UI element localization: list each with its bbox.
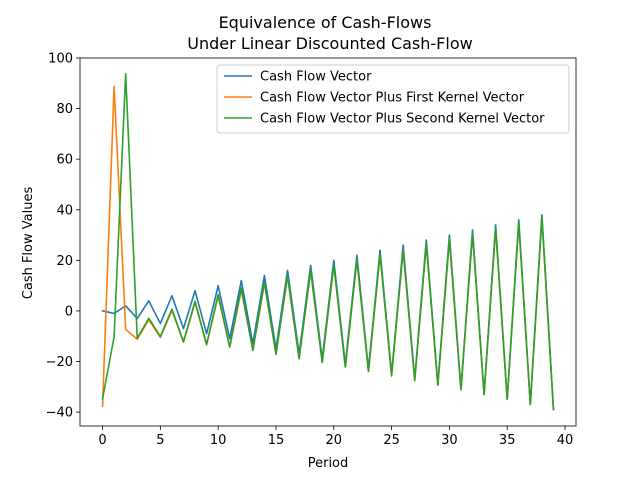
x-tick-label: 25	[383, 433, 400, 448]
chart-title: Equivalence of Cash-Flows	[219, 13, 432, 32]
x-tick-label: 5	[156, 433, 164, 448]
x-tick-label: 15	[268, 433, 285, 448]
y-tick-label: −20	[46, 355, 73, 370]
y-tick-label: 60	[56, 153, 73, 168]
y-tick-label: 0	[65, 304, 73, 319]
x-tick-label: 20	[326, 433, 343, 448]
x-tick-label: 0	[98, 433, 106, 448]
series-line-2	[101, 72, 555, 411]
chart-subtitle: Under Linear Discounted Cash-Flow	[187, 34, 472, 53]
plot-area: 0 5 10 15 20 25 30 35 40 −40 −20 0 20 40 60 80 100	[46, 52, 577, 448]
y-tick-label: 80	[56, 102, 73, 117]
legend-box	[216, 64, 570, 134]
x-tick-label: 10	[210, 433, 227, 448]
legend-label-2: Cash Flow Vector Plus Second Kernel Vect…	[260, 112, 545, 127]
legend-label-0: Cash Flow Vector	[260, 70, 372, 85]
x-tick-label: 35	[499, 433, 516, 448]
x-tick-label: 40	[557, 433, 574, 448]
y-tick-label: 20	[56, 254, 73, 269]
y-tick-label: 100	[48, 52, 73, 67]
y-axis-label: Cash Flow Values	[21, 187, 36, 300]
y-tick-label: −40	[46, 406, 73, 421]
y-tick-label: 40	[56, 203, 73, 218]
legend-label-1: Cash Flow Vector Plus First Kernel Vecto…	[260, 91, 525, 106]
axes-frame	[79, 57, 577, 427]
x-axis-label: Period	[308, 456, 349, 471]
legend: Cash Flow Vector Cash Flow Vector Plus Fi…	[216, 64, 570, 134]
x-tick-label: 30	[441, 433, 458, 448]
